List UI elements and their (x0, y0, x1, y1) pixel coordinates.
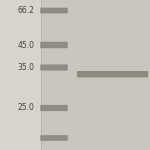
FancyBboxPatch shape (41, 42, 67, 48)
FancyBboxPatch shape (78, 72, 147, 77)
FancyBboxPatch shape (41, 136, 67, 140)
Bar (40, 0, 150, 150)
Text: 35.0: 35.0 (18, 63, 34, 72)
Text: 25.0: 25.0 (18, 103, 34, 112)
FancyBboxPatch shape (41, 8, 67, 13)
Text: 66.2: 66.2 (18, 6, 34, 15)
FancyBboxPatch shape (41, 65, 67, 70)
FancyBboxPatch shape (41, 106, 67, 110)
Text: 45.0: 45.0 (18, 40, 34, 50)
